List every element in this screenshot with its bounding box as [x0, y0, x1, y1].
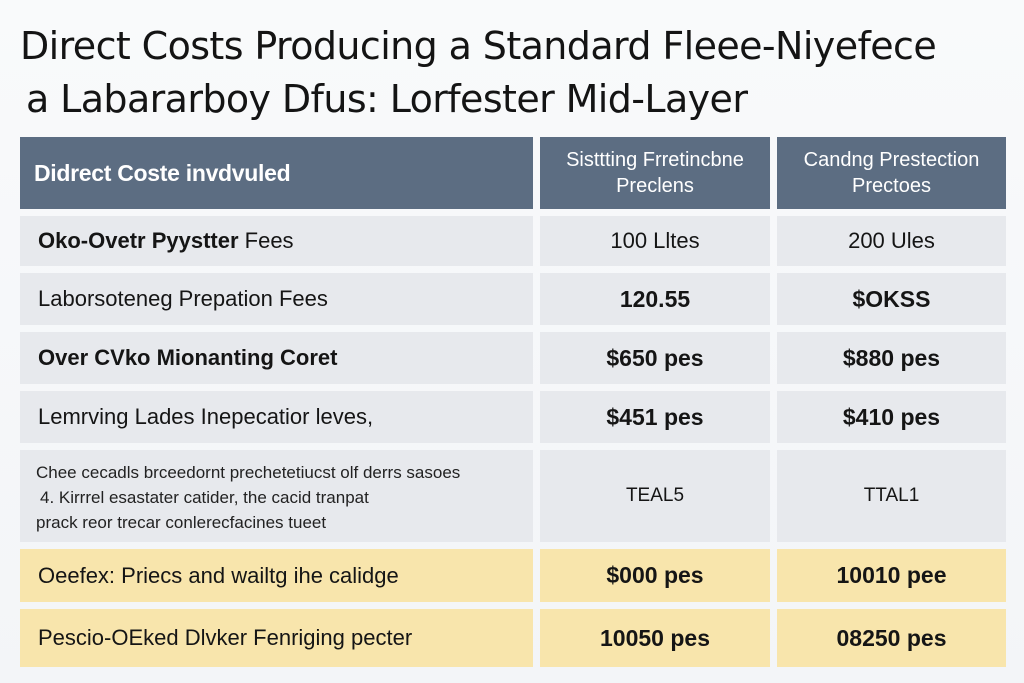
table-cell: TEAL5: [540, 450, 770, 542]
table-cell: 10010 pee: [777, 549, 1006, 602]
table-cell: 08250 pes: [777, 609, 1006, 667]
table-cell: TTAL1: [777, 450, 1006, 542]
table-cell: 120.55: [540, 273, 770, 325]
row-label-bold: Oko-Ovetr Pyystter: [38, 228, 239, 253]
table-cell: $451 pes: [540, 391, 770, 443]
table-row-label: Oeefex: Priecs and wailtg ihe calidge: [20, 549, 533, 602]
header-col-2: Sisttting Frretincbne Preclens: [540, 137, 770, 209]
table-cell: 200 Ules: [777, 216, 1006, 266]
table-cell: $OKSS: [777, 273, 1006, 325]
row-label-rest: Fees: [238, 228, 294, 253]
table-cell: 100 Lltes: [540, 216, 770, 266]
title-line-1: Direct Costs Producing a Standard Fleee-…: [20, 24, 937, 68]
header-col-3: Candng Prestection Prectoes: [777, 137, 1006, 209]
page-title: Direct Costs Producing a Standard Fleee-…: [20, 20, 1010, 126]
table-cell: 10050 pes: [540, 609, 770, 667]
table-cell: $410 pes: [777, 391, 1006, 443]
table-row-note: Chee cecadls brceedornt prechetetiucst o…: [20, 450, 533, 542]
table-cell: $880 pes: [777, 332, 1006, 384]
table-row-label: Over CVko Mionanting Coret: [20, 332, 533, 384]
note-line-3: prack reor trecar conlerecfacines tueet: [36, 513, 327, 532]
note-line-1: Chee cecadls brceedornt prechetetiucst o…: [36, 463, 461, 482]
title-line-2: a Labararboy Dfus: Lorfester Mid-Layer: [26, 77, 748, 121]
table-row-label: Laborsotenеg Prepation Fees: [20, 273, 533, 325]
table-row-label: Oko-Ovetr Pyystter Fees: [20, 216, 533, 266]
note-line-2: 4. Kirrrel esastater catider, the cacid …: [40, 488, 369, 507]
header-direct-costs: Didrect Coste invdvuled: [20, 137, 533, 209]
table-row-label: Lemrving Lades Inepecatior leves,: [20, 391, 533, 443]
table-row-label: Pescio-OEked Dlvker Fenriging pecter: [20, 609, 533, 667]
table-cell: $000 pes: [540, 549, 770, 602]
table-cell: $650 pes: [540, 332, 770, 384]
